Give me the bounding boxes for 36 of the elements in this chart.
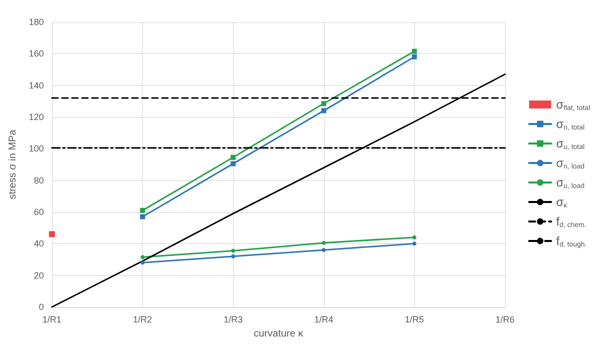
y-tick-label: 100 [28, 144, 44, 154]
point [412, 48, 417, 54]
y-tick-label: 160 [28, 48, 44, 59]
y-tick-label: 60 [34, 207, 44, 217]
y-tick-label: 20 [34, 270, 44, 280]
point [412, 235, 416, 240]
point [322, 240, 326, 245]
x-tick-label: 1/R1 [42, 314, 62, 324]
y-tick-label: 120 [28, 112, 44, 122]
point [412, 242, 416, 246]
y-tick-label: 180 [28, 17, 44, 27]
x-axis-title: curvature κ [254, 328, 304, 340]
point [321, 108, 326, 114]
y-tick-label: 0 [38, 302, 44, 312]
y-tick-label: 80 [34, 175, 44, 186]
line-series [51, 74, 506, 308]
point [321, 101, 326, 106]
point [140, 208, 146, 213]
y-axis-title: stress σ in MPa [8, 129, 18, 200]
point [231, 248, 236, 253]
point [140, 255, 145, 260]
y-tick-label: 140 [28, 80, 44, 90]
x-tick-label: 1/R2 [133, 314, 152, 324]
point [230, 161, 236, 166]
point [230, 154, 236, 160]
point [140, 260, 145, 265]
x-tick-label: 1/R5 [404, 314, 424, 324]
y-tick-label: 40 [34, 238, 44, 249]
x-tick-label: 1/R6 [495, 314, 515, 324]
point [412, 54, 417, 60]
point [231, 254, 236, 258]
point [322, 248, 326, 252]
x-tick-label: 1/R3 [224, 314, 243, 324]
x-tick-label: 1/R4 [314, 314, 334, 324]
point [140, 214, 146, 220]
point [48, 231, 55, 238]
